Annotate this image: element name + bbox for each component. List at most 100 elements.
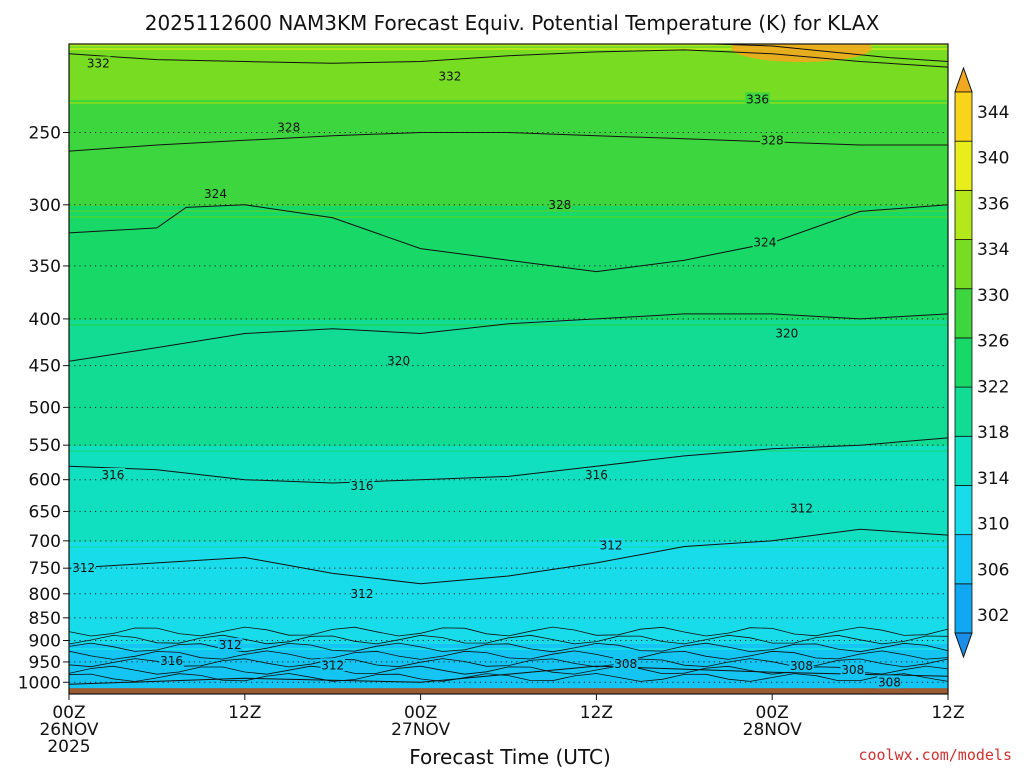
field-band (69, 562, 948, 565)
credit-text[interactable]: coolwx.com/models (858, 746, 1012, 764)
contour-label-bg (584, 468, 609, 482)
field-band (69, 630, 948, 633)
field-band (69, 212, 948, 215)
colorbar-tick-label: 306 (977, 560, 1009, 580)
field-band (69, 640, 948, 643)
field-band (69, 424, 948, 427)
field-band (69, 366, 948, 369)
field-band (69, 466, 948, 469)
field-band (69, 228, 948, 231)
field-band (69, 348, 948, 351)
field-band (69, 320, 948, 323)
field-band (69, 462, 948, 465)
field-band (69, 298, 948, 301)
contour-label: 312 (351, 587, 374, 601)
field-band (69, 680, 948, 683)
field-band (69, 418, 948, 421)
field-band (69, 494, 948, 497)
field-band (69, 412, 948, 415)
field-band (69, 44, 948, 47)
field-band (69, 420, 948, 423)
field-band (69, 678, 948, 681)
field-band (69, 172, 948, 175)
field-band (69, 160, 948, 163)
field-band (69, 610, 948, 613)
field-band (69, 684, 948, 687)
field-band (69, 490, 948, 493)
field-band (69, 526, 948, 529)
field-band (69, 480, 948, 483)
field-band (69, 312, 948, 315)
x-tick-label: 28NOV (743, 720, 802, 740)
field-band (69, 370, 948, 373)
field-band (69, 544, 948, 547)
field-band (69, 530, 948, 533)
field-band (69, 354, 948, 357)
field-band (69, 70, 948, 73)
field-band (69, 286, 948, 289)
y-tick-label: 350 (29, 257, 61, 277)
field-band (69, 164, 948, 167)
field-band (69, 512, 948, 515)
field-band (69, 208, 948, 211)
field-band (69, 532, 948, 535)
field-band (69, 568, 948, 571)
contour-label-bg (752, 235, 778, 249)
x-axis-label: Forecast Time (UTC) (409, 745, 611, 768)
field-band (69, 652, 948, 655)
field-band (69, 144, 948, 147)
field-band (69, 576, 948, 579)
field-band (69, 146, 948, 149)
field-band (69, 598, 948, 601)
field-band (69, 392, 948, 395)
contour-label: 332 (87, 56, 110, 70)
field-band (69, 104, 948, 107)
field-band (69, 176, 948, 179)
x-tick-label: 27NOV (391, 720, 450, 740)
field-band (69, 304, 948, 307)
field-band (69, 458, 948, 461)
contour-label-bg (320, 658, 345, 672)
field-band (69, 108, 948, 111)
contour-label-bg (386, 354, 411, 368)
x-tick-label: 00Z (756, 703, 789, 723)
field-band (69, 524, 948, 527)
y-tick-label: 750 (29, 559, 61, 579)
field-band (69, 206, 948, 209)
field-band (69, 550, 948, 553)
field-band (69, 64, 948, 67)
field-band (69, 560, 948, 563)
field-band (69, 676, 948, 679)
contour-label: 312 (219, 638, 242, 652)
field-band (69, 338, 948, 341)
y-axis: 2503003504004505005506006507007508008509… (18, 123, 69, 693)
field-band (69, 194, 948, 197)
colorbar-bin (954, 435, 973, 486)
field-band (69, 50, 948, 53)
field-band (69, 66, 948, 69)
field-band (69, 118, 948, 121)
field-band (69, 538, 948, 541)
field-band (69, 122, 948, 125)
contour-label: 324 (753, 236, 776, 250)
field-band (69, 96, 948, 99)
field-band (69, 668, 948, 671)
contour-label: 328 (548, 198, 571, 212)
field-band (69, 522, 948, 525)
contour-line-low (69, 673, 948, 682)
gridlines (69, 131, 948, 683)
field-band (69, 306, 948, 309)
field-band (69, 624, 948, 627)
ground-surface (69, 688, 948, 694)
contour-label-bg (217, 637, 243, 651)
field-band (69, 158, 948, 161)
field-band (69, 204, 948, 207)
field-band (69, 142, 948, 145)
contour-label: 332 (438, 69, 461, 83)
colorbar-bin (954, 337, 973, 388)
field-band (69, 272, 948, 275)
field-band (69, 48, 948, 51)
field-band (69, 672, 948, 675)
field-band (69, 76, 948, 79)
field-band (69, 682, 948, 685)
